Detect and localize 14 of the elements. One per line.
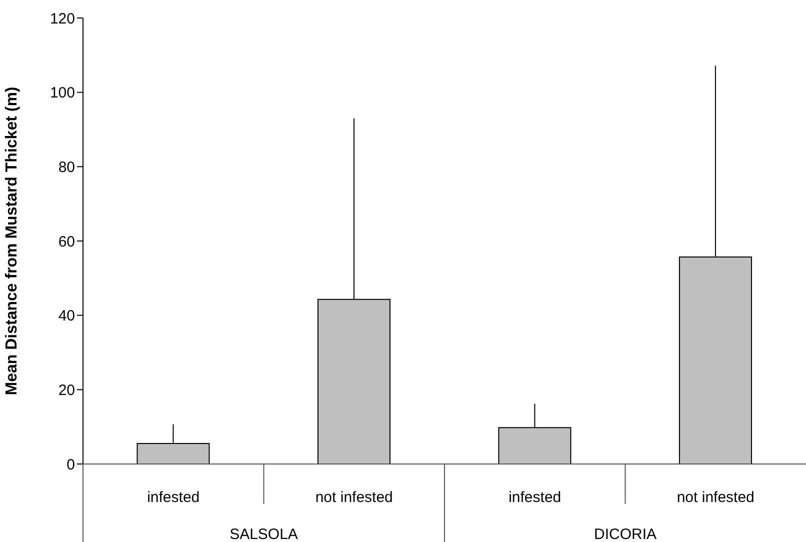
y-tick-label: 20: [58, 382, 75, 399]
x-tick-label: infested: [508, 489, 562, 506]
y-tick-label: 0: [66, 456, 75, 474]
y-tick-label: 80: [58, 158, 75, 176]
y-tick-label: 120: [50, 10, 75, 28]
text: SALSOLA: [230, 526, 298, 542]
text: DICORIA: [594, 526, 657, 542]
y-tick-label: 100: [50, 84, 75, 102]
x-tick-label: not infested: [676, 489, 754, 506]
y-axis-title: Mean Distance from Mustard Thicket (m): [4, 86, 21, 396]
y-tick-label: 40: [58, 308, 75, 325]
x-tick-label: infested: [147, 489, 200, 506]
y-tick-label: 60: [58, 233, 75, 250]
x-tick-label: not infested: [315, 489, 393, 506]
